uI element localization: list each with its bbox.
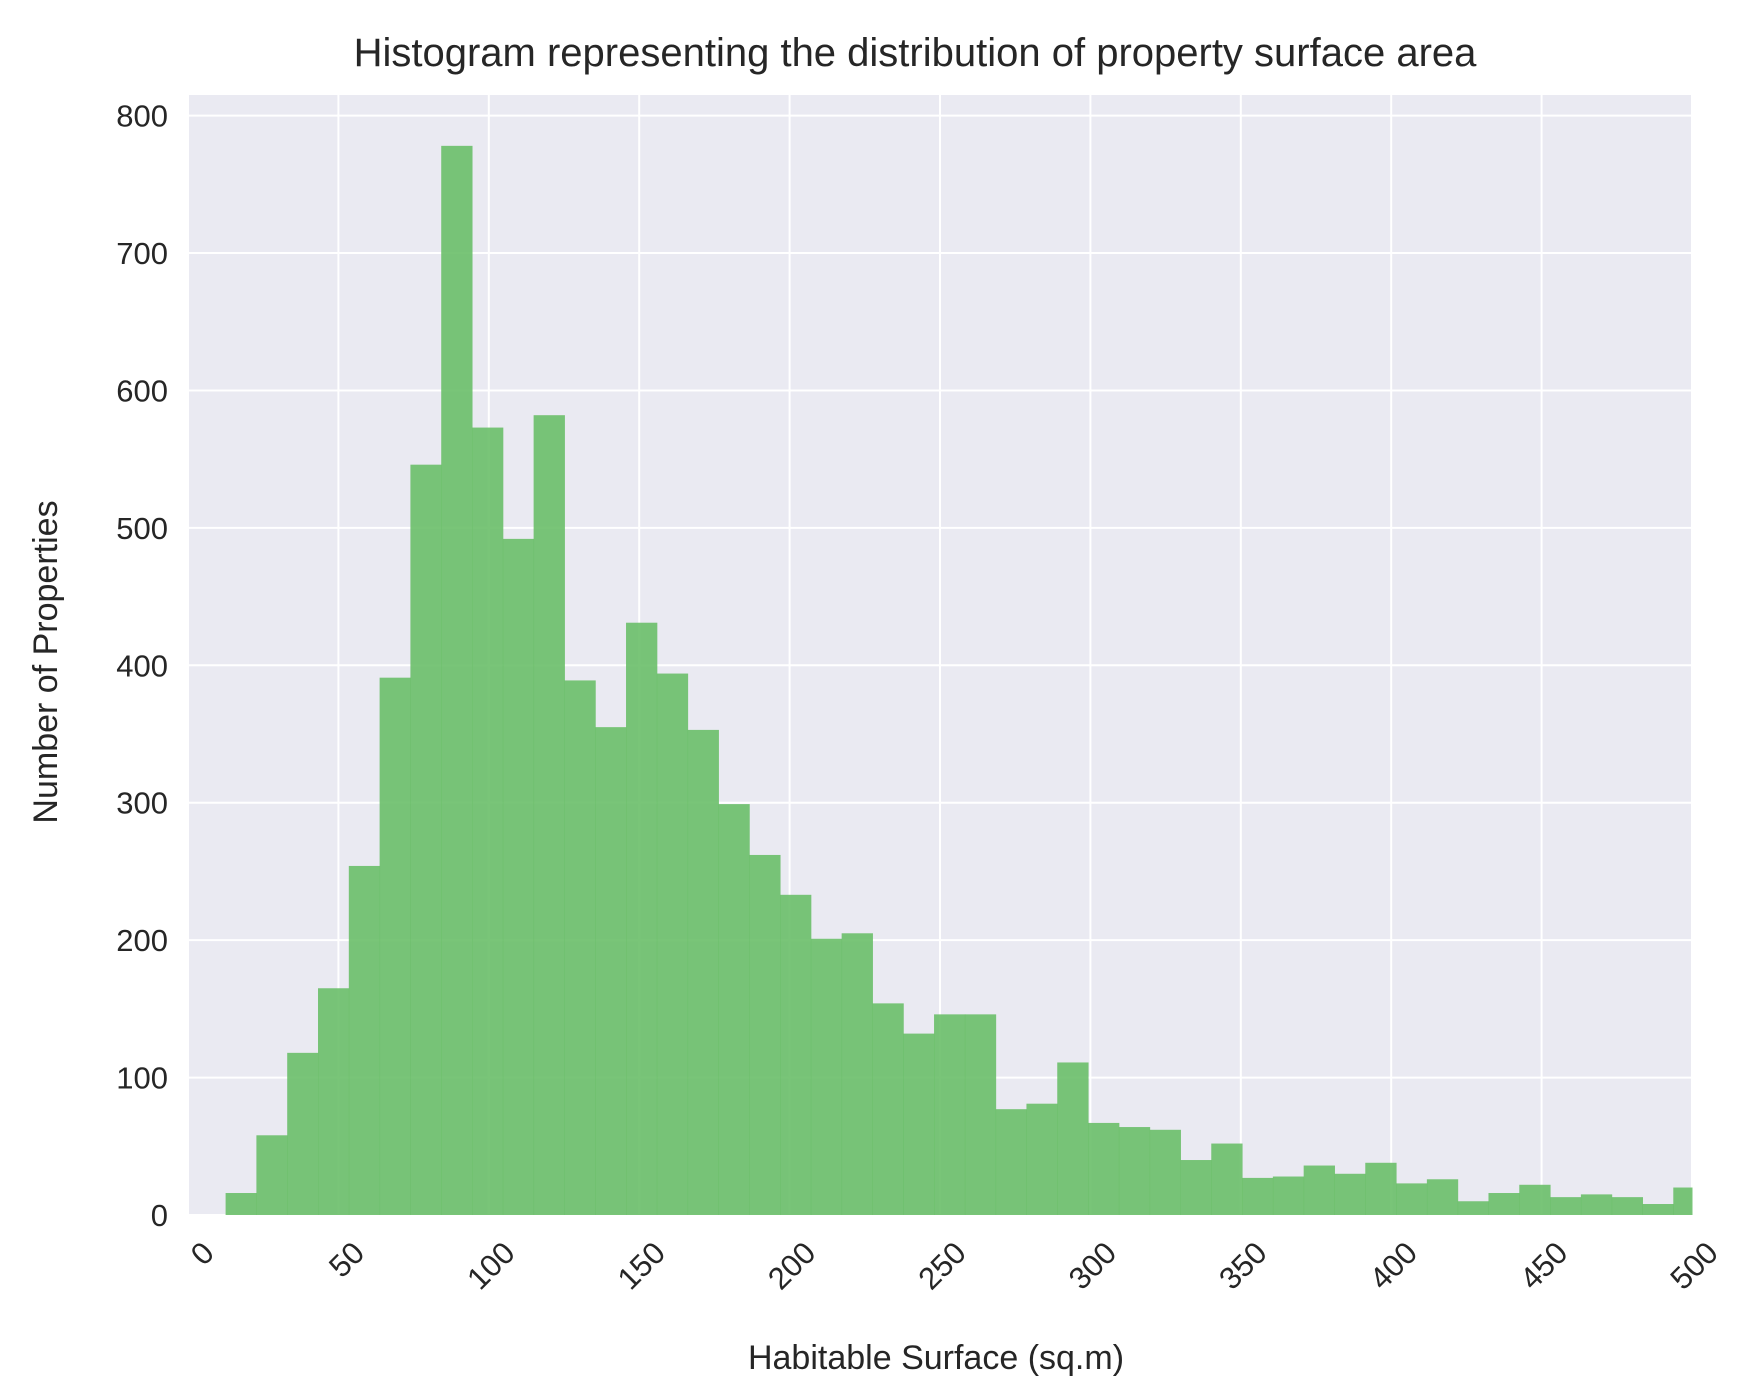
x-tick-label: 450 <box>1513 1235 1574 1296</box>
histogram-bar <box>1396 1183 1428 1215</box>
histogram-bar <box>1180 1160 1212 1215</box>
histogram-bar <box>656 673 689 1215</box>
histogram-bar <box>1673 1187 1693 1215</box>
x-tick-label: 500 <box>1663 1235 1724 1296</box>
histogram-bar <box>502 538 535 1215</box>
histogram-bar <box>564 680 596 1215</box>
x-tick-label: 300 <box>1062 1235 1123 1296</box>
histogram-bar <box>1365 1162 1397 1215</box>
histogram-bar <box>1426 1179 1459 1215</box>
histogram-bar <box>1457 1201 1489 1215</box>
x-tick-label: 350 <box>1212 1235 1273 1296</box>
histogram-bar <box>1026 1103 1058 1215</box>
y-tick-label: 500 <box>116 511 168 546</box>
y-tick-label: 400 <box>116 648 168 683</box>
histogram-bar <box>934 1014 966 1215</box>
histogram-bar <box>472 427 504 1215</box>
chart-title: Histogram representing the distribution … <box>354 31 1478 75</box>
histogram-bar <box>379 677 411 1215</box>
y-axis-label: Number of Properties <box>27 500 65 823</box>
histogram-bar <box>964 1014 997 1215</box>
y-tick-label: 100 <box>116 1061 168 1096</box>
histogram-bar <box>595 727 627 1215</box>
x-axis-label: Habitable Surface (sq.m) <box>748 1339 1124 1377</box>
x-axis-ticks: 0 50 100 150 200 250 300 350 400 450 500 <box>184 1235 1725 1296</box>
x-tick-label: 0 <box>184 1235 221 1272</box>
x-tick-label: 50 <box>322 1235 371 1284</box>
y-tick-label: 700 <box>116 236 168 271</box>
histogram-bar <box>1057 1062 1089 1215</box>
x-tick-label: 200 <box>761 1235 822 1296</box>
histogram-bar <box>318 988 350 1215</box>
histogram-bar <box>995 1109 1027 1215</box>
histogram-bar <box>225 1193 257 1215</box>
histogram-bar <box>533 415 565 1216</box>
histogram-bar <box>1088 1122 1120 1215</box>
histogram-bar <box>287 1052 319 1215</box>
histogram-bar <box>256 1135 288 1215</box>
histogram-bar <box>872 1003 904 1215</box>
x-tick-label: 250 <box>911 1235 972 1296</box>
histogram-bar <box>626 622 658 1215</box>
histogram-bar <box>1580 1194 1613 1215</box>
histogram-bar <box>1334 1173 1366 1215</box>
histogram-bar <box>1242 1177 1274 1215</box>
histogram-bar <box>1488 1193 1520 1215</box>
y-axis-ticks: 0 100 200 300 400 500 600 700 800 <box>116 99 168 1233</box>
histogram-bar <box>1272 1176 1305 1215</box>
x-tick-label: 150 <box>611 1235 672 1296</box>
y-tick-label: 200 <box>116 923 168 958</box>
histogram-bar <box>348 865 381 1215</box>
histogram-bar <box>1550 1197 1582 1215</box>
histogram-bar <box>749 854 781 1215</box>
x-tick-label: 400 <box>1363 1235 1424 1296</box>
y-tick-label: 600 <box>116 373 168 408</box>
histogram-bar <box>841 933 873 1215</box>
histogram-bar <box>1149 1129 1181 1215</box>
gridlines <box>187 95 1693 1216</box>
histogram-bar <box>1303 1165 1335 1215</box>
y-tick-label: 800 <box>116 99 168 134</box>
histogram-bar <box>441 145 473 1215</box>
bars <box>225 145 1693 1216</box>
histogram-bar <box>410 464 442 1215</box>
x-tick-label: 100 <box>460 1235 521 1296</box>
histogram-bar <box>1118 1127 1151 1215</box>
histogram-bar <box>718 804 750 1215</box>
histogram-bar <box>780 894 812 1215</box>
histogram-bar <box>1611 1197 1643 1215</box>
y-tick-label: 300 <box>116 786 168 821</box>
histogram-bar <box>810 938 843 1215</box>
histogram-bar <box>1519 1184 1551 1215</box>
histogram-bar <box>1211 1143 1243 1215</box>
histogram-bar <box>1642 1204 1674 1215</box>
y-tick-label: 0 <box>151 1198 168 1233</box>
histogram-bar <box>687 729 719 1215</box>
histogram-bar <box>903 1033 935 1215</box>
